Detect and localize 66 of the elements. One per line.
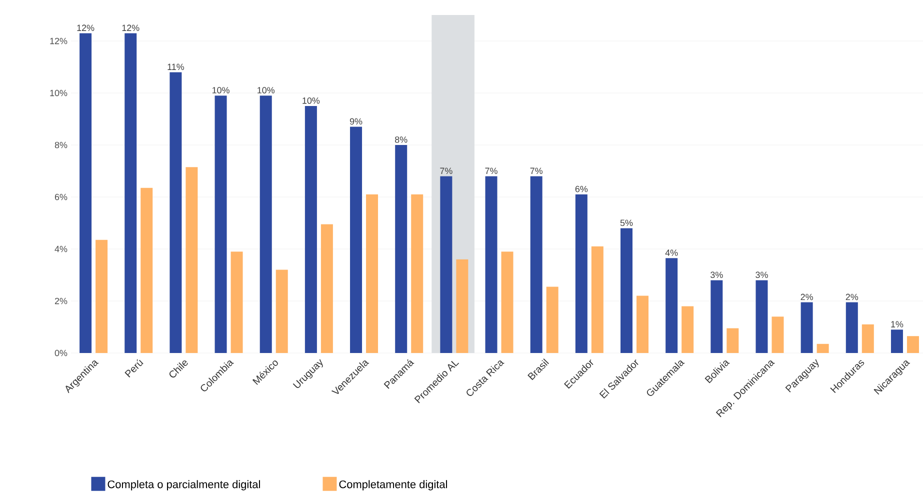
bar <box>575 194 588 353</box>
data-label: 3% <box>710 272 723 278</box>
data-label: 7% <box>530 168 542 174</box>
bar <box>620 228 632 353</box>
y-tick-label: 8% <box>54 142 68 148</box>
bar <box>96 240 108 353</box>
bar <box>80 33 92 353</box>
data-label: 10% <box>258 87 275 94</box>
bar <box>636 296 648 353</box>
bar <box>666 258 678 353</box>
data-label: 9% <box>350 118 362 125</box>
data-label: 10% <box>302 97 320 104</box>
bar <box>890 330 903 353</box>
data-label: 12% <box>122 24 140 31</box>
bar <box>140 188 153 353</box>
bar <box>170 72 182 353</box>
bar <box>320 224 333 353</box>
bar <box>726 328 739 353</box>
bar <box>366 194 378 353</box>
legend-label: Completa o parcialmente digital <box>108 480 260 490</box>
y-tick-label: 2% <box>54 298 68 304</box>
data-label: 3% <box>756 272 768 278</box>
bar <box>214 96 227 353</box>
bar <box>485 176 498 353</box>
y-tick-label: 4% <box>54 246 68 252</box>
bar <box>682 306 694 353</box>
bar <box>230 252 243 353</box>
bar <box>276 270 288 353</box>
bar <box>906 336 919 353</box>
bar <box>530 176 542 353</box>
bar <box>440 176 452 353</box>
bar <box>800 302 813 353</box>
y-tick-label: 12% <box>50 38 68 44</box>
y-tick-label: 10% <box>50 90 68 96</box>
y-tick-label: 0% <box>54 350 68 356</box>
bar <box>862 324 874 353</box>
bar <box>395 144 408 353</box>
bar <box>186 167 198 353</box>
y-tick-label: 6% <box>54 194 68 200</box>
bar <box>124 33 137 353</box>
bar <box>756 280 768 353</box>
data-label: 8% <box>395 136 408 143</box>
bar <box>304 106 317 353</box>
bar <box>260 96 272 353</box>
bar <box>411 194 424 353</box>
data-label: 2% <box>846 294 858 300</box>
data-label: 1% <box>891 321 904 328</box>
legend-label: Completamente digital <box>339 480 447 490</box>
bar <box>456 259 468 353</box>
bar <box>816 344 829 353</box>
bar <box>350 126 362 353</box>
data-label: 7% <box>485 168 498 174</box>
data-label: 2% <box>800 294 813 300</box>
bar <box>591 246 604 353</box>
bar <box>772 316 784 353</box>
data-label: 10% <box>212 87 230 94</box>
bar <box>501 252 514 353</box>
data-label: 4% <box>665 250 678 256</box>
data-label: 11% <box>168 64 184 70</box>
bar <box>710 280 723 353</box>
data-label: 7% <box>440 168 452 174</box>
bar <box>546 286 558 353</box>
data-label: 5% <box>620 220 633 226</box>
data-label: 6% <box>575 186 588 192</box>
bar <box>846 302 858 353</box>
data-label: 12% <box>77 24 94 31</box>
